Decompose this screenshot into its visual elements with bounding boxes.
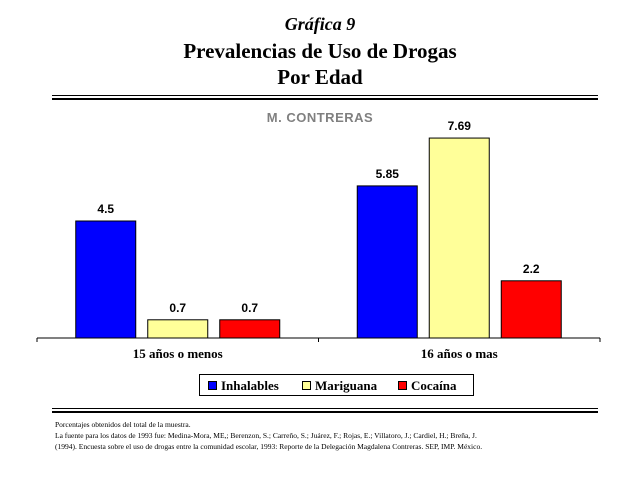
data-label-0-2: 0.7 xyxy=(241,301,258,315)
bottom-divider-thin xyxy=(52,408,598,409)
footnotes: Porcentajes obtenidos del total de la mu… xyxy=(55,419,635,452)
bar-0-2 xyxy=(219,319,281,339)
bar-1-0 xyxy=(356,185,418,339)
legend: Inhalables Mariguana Cocaína xyxy=(199,374,474,396)
data-label-1-2: 2.2 xyxy=(523,262,540,276)
data-label-1-1: 7.69 xyxy=(448,119,472,133)
top-divider-thin xyxy=(52,95,598,96)
title-line-1: Prevalencias de Uso de Drogas xyxy=(183,39,457,63)
x-tick-label-1: 16 años o mas xyxy=(421,346,498,361)
footnote-line-2: La fuente para los datos de 1993 fue: Me… xyxy=(55,431,477,440)
legend-swatch-cocaina xyxy=(398,381,407,390)
bar-1-2 xyxy=(500,280,562,339)
legend-swatch-inhalables xyxy=(208,381,217,390)
data-label-0-1: 0.7 xyxy=(169,301,186,315)
legend-label-mariguana: Mariguana xyxy=(315,378,378,393)
bar-0-1 xyxy=(147,319,209,339)
data-label-0-0: 4.5 xyxy=(97,202,114,216)
bar-1-1 xyxy=(428,137,490,339)
bottom-divider-thick xyxy=(52,411,598,413)
x-tick-label-0: 15 años o menos xyxy=(133,346,223,361)
legend-label-cocaina: Cocaína xyxy=(411,378,457,393)
legend-swatch-mariguana xyxy=(302,381,311,390)
chart-title: Prevalencias de Uso de Drogas Por Edad xyxy=(0,38,640,90)
chart-kicker: Gráfica 9 xyxy=(284,14,356,34)
footnote-line-3: (1994). Encuesta sobre el uso de drogas … xyxy=(55,442,483,451)
chart-subtitle: M. CONTRERAS xyxy=(266,110,374,125)
title-line-2: Por Edad xyxy=(277,65,363,89)
data-label-1-0: 5.85 xyxy=(376,167,400,181)
legend-label-inhalables: Inhalables xyxy=(221,378,279,393)
footnote-line-1: Porcentajes obtenidos del total de la mu… xyxy=(55,420,191,429)
top-divider-thick xyxy=(52,98,598,100)
bar-0-0 xyxy=(75,220,137,339)
